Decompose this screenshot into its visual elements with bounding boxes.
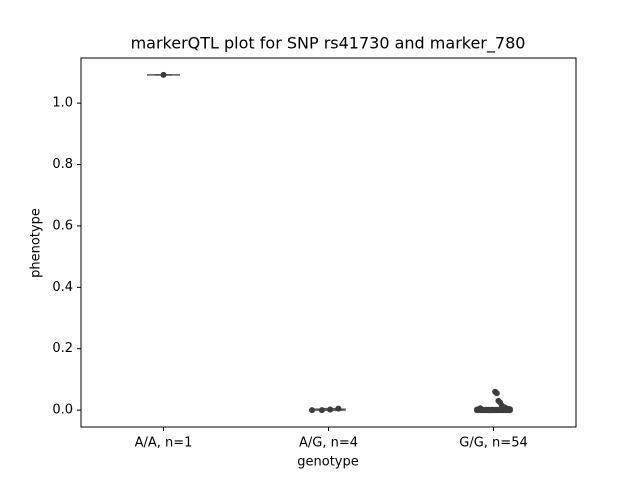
data-point — [335, 405, 342, 412]
data-point — [160, 71, 167, 78]
data-point — [503, 407, 510, 414]
y-tick-label: 0.4 — [52, 280, 73, 295]
y-tick-label: 0.0 — [52, 403, 73, 418]
data-point — [309, 407, 315, 414]
data-point — [493, 390, 500, 397]
data-point — [318, 407, 325, 414]
data-point — [495, 407, 502, 414]
y-tick-label: 0.2 — [52, 341, 73, 356]
data-point — [487, 407, 494, 414]
x-tick-label: A/G, n=4 — [299, 436, 358, 451]
data-point — [327, 406, 334, 413]
x-tick-label: G/G, n=54 — [459, 436, 527, 451]
chart-title: markerQTL plot for SNP rs41730 and marke… — [131, 34, 526, 54]
y-tick-label: 1.0 — [52, 96, 73, 111]
x-axis-label: genotype — [297, 455, 358, 470]
y-tick-label: 0.8 — [52, 157, 73, 172]
y-tick-label: 0.6 — [52, 218, 73, 233]
data-point — [477, 405, 484, 412]
x-tick-label: A/A, n=1 — [135, 436, 193, 451]
y-axis-label: phenotype — [29, 208, 44, 278]
